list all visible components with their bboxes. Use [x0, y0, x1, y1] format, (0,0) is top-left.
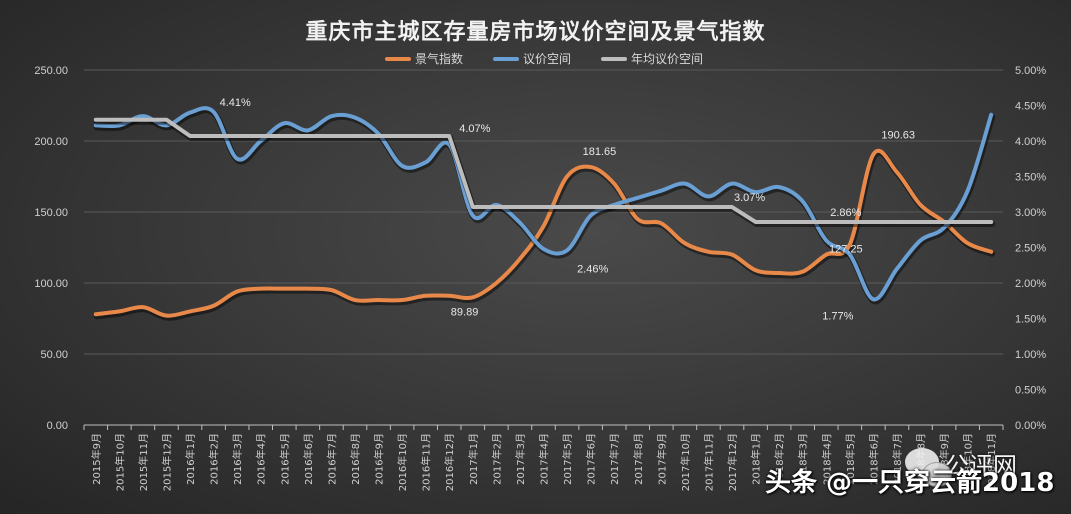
legend-item-annual[interactable]: 年均议价空间 [601, 50, 703, 67]
x-axis-label: 2018年5月 [844, 433, 857, 485]
x-axis-label: 2017年5月 [561, 433, 574, 485]
right-axis-tick: 0.00% [1015, 420, 1046, 432]
data-label: 4.41% [220, 97, 251, 109]
right-axis-tick: 0.50% [1015, 385, 1046, 397]
x-axis-label: 2018年7月 [891, 433, 904, 485]
legend-swatch-gray [601, 56, 628, 61]
x-axis-label: 2018年6月 [867, 433, 880, 485]
x-axis-label: 2018年4月 [820, 433, 833, 485]
legend-swatch-blue [493, 56, 520, 61]
left-axis-tick: 0.00 [47, 420, 68, 432]
x-axis-label: 2018年2月 [773, 433, 786, 485]
data-label: 2.46% [577, 263, 608, 275]
right-axis-tick: 1.50% [1015, 314, 1046, 326]
annual-bargain-line[interactable] [93, 117, 994, 224]
data-label: 1.77% [822, 310, 853, 322]
x-axis-label: 2016年9月 [373, 433, 386, 485]
x-axis-label: 2017年2月 [490, 433, 503, 485]
x-axis-label: 2016年8月 [349, 433, 362, 485]
legend-label: 景气指数 [415, 52, 464, 66]
left-axis-tick: 150.00 [34, 207, 68, 219]
x-axis-label: 2016年5月 [278, 433, 291, 485]
left-axis-tick: 200.00 [34, 136, 68, 148]
watermark-site: 公评网 [945, 452, 1017, 480]
legend: 景气指数 议价空间 年均议价空间 [385, 50, 703, 67]
x-axis-label: 2018年11月 [985, 433, 998, 491]
x-axis-label: 2016年2月 [208, 433, 221, 485]
x-axis-label: 2015年12月 [160, 433, 173, 491]
x-axis-label: 2016年3月 [231, 433, 244, 485]
right-axis-tick: 4.00% [1015, 136, 1046, 148]
chart-title: 重庆市主城区存量房市场议价空间及景气指数 [305, 19, 766, 45]
right-axis-tick: 2.50% [1015, 243, 1046, 255]
bargain-line[interactable] [93, 106, 994, 302]
legend-label: 议价空间 [523, 52, 572, 66]
x-axis-label: 2018年1月 [750, 433, 763, 485]
x-axis-label: 2015年10月 [113, 433, 126, 491]
x-axis-label: 2017年11月 [702, 433, 715, 491]
right-axis-tick: 3.00% [1015, 207, 1046, 219]
legend-swatch-orange [385, 56, 411, 61]
x-axis-label: 2017年10月 [679, 433, 692, 491]
x-axis-label: 2018年10月 [962, 433, 975, 491]
x-axis-label: 2018年3月 [797, 433, 810, 485]
x-axis-label: 2017年3月 [514, 433, 527, 485]
x-axis-label: 2016年6月 [302, 433, 315, 485]
x-axis-label: 2015年9月 [90, 433, 103, 485]
legend-item-index[interactable]: 景气指数 [385, 50, 463, 67]
x-axis-label: 2017年4月 [538, 433, 551, 485]
watermark-text: 头条 @一只穿云箭2018 [765, 468, 1055, 498]
x-axis-label: 2016年11月 [420, 433, 433, 491]
x-axis-label: 2016年7月 [325, 433, 338, 485]
right-axis-tick: 3.50% [1015, 172, 1046, 184]
x-axis-label: 2016年10月 [396, 433, 409, 491]
data-label: 2.86% [830, 207, 861, 219]
left-axis-tick: 250.00 [34, 65, 68, 77]
left-axis-tick: 50.00 [40, 349, 68, 361]
x-axis-label: 2016年1月 [184, 433, 197, 485]
index-line[interactable] [93, 148, 994, 318]
x-axis-label: 2017年1月 [467, 433, 480, 485]
data-label: 3.07% [734, 192, 765, 204]
data-label: 181.65 [583, 146, 617, 158]
left-axis-tick: 100.00 [34, 278, 68, 290]
data-label: 190.63 [881, 129, 915, 141]
data-label: 4.07% [459, 123, 490, 135]
x-axis-label: 2017年8月 [632, 433, 645, 485]
x-axis-label: 2017年9月 [655, 433, 668, 485]
right-axis-tick: 5.00% [1015, 65, 1046, 77]
data-label: 127.25 [829, 243, 863, 255]
x-axis-label: 2017年7月 [608, 433, 621, 485]
x-axis-label: 2016年4月 [255, 433, 268, 485]
data-label: 89.89 [451, 306, 479, 318]
x-axis-label: 2015年11月 [137, 433, 150, 491]
x-axis-label: 2017年6月 [585, 433, 598, 485]
right-axis-tick: 4.50% [1015, 101, 1046, 113]
x-axis-label: 2016年12月 [443, 433, 456, 491]
right-axis-tick: 1.00% [1015, 349, 1046, 361]
legend-item-bargain[interactable]: 议价空间 [493, 50, 571, 67]
legend-label: 年均议价空间 [631, 52, 704, 66]
wechat-icon-small [922, 462, 952, 487]
right-axis-tick: 2.00% [1015, 278, 1046, 290]
x-axis-label: 2017年12月 [726, 433, 739, 491]
